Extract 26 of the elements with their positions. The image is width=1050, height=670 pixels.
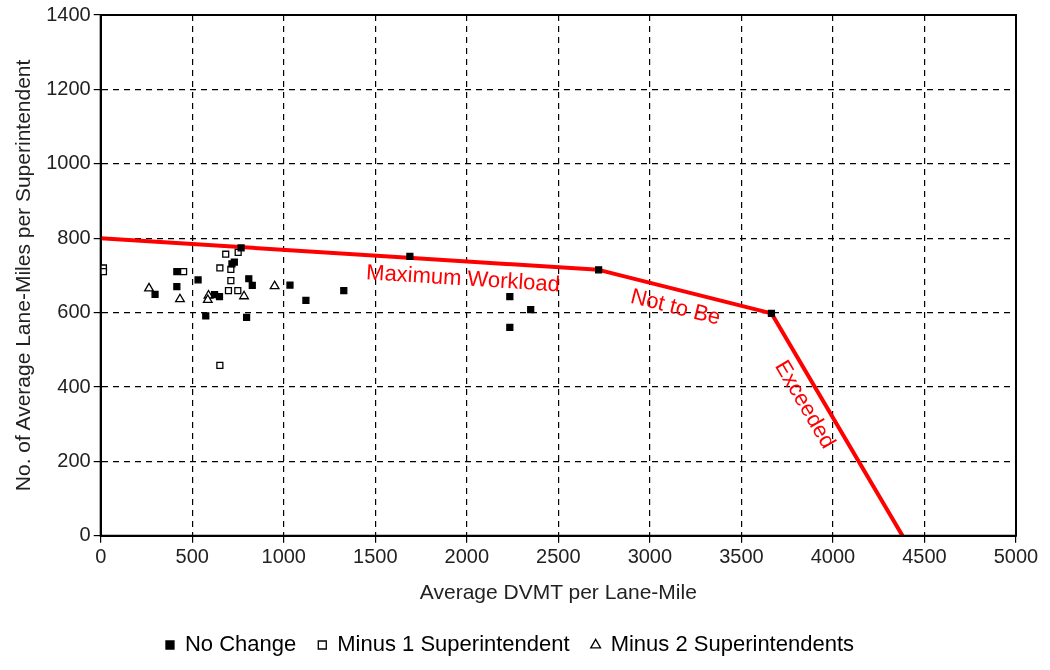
y-tick-label: 400 [57, 374, 91, 397]
x-tick-label: 4000 [810, 545, 856, 568]
x-tick-label: 2000 [444, 545, 490, 568]
y-tick-label: 0 [79, 523, 91, 546]
annotation: Not to Be [628, 283, 724, 330]
x-tick-label: 500 [175, 545, 209, 568]
y-tick-label: 200 [57, 448, 91, 471]
legend-label: No Change [184, 631, 297, 657]
y-axis-title: No. of Average Lane-Miles per Superintendent [11, 59, 35, 492]
y-tick-label: 800 [57, 225, 91, 248]
y-tick-label: 1400 [46, 2, 91, 25]
x-tick-label: 1500 [353, 545, 398, 568]
legend-label: Minus 2 Superintendents [610, 631, 855, 657]
annotation: Maximum Workload [365, 259, 561, 297]
x-axis-title: Average DVMT per Lane-Mile [419, 580, 697, 604]
x-tick-label: 5000 [993, 545, 1039, 568]
x-tick-label: 1000 [261, 545, 306, 568]
x-tick-label: 2500 [536, 545, 581, 568]
x-tick-label: 4500 [902, 545, 947, 568]
y-tick-label: 600 [57, 300, 91, 323]
y-tick-label: 1200 [46, 76, 91, 99]
y-tick-label: 1000 [46, 151, 91, 174]
x-tick-label: 0 [95, 545, 107, 568]
x-tick-label: 3500 [719, 545, 764, 568]
legend-label: Minus 1 Superintendent [337, 631, 570, 657]
x-tick-label: 3000 [627, 545, 673, 568]
